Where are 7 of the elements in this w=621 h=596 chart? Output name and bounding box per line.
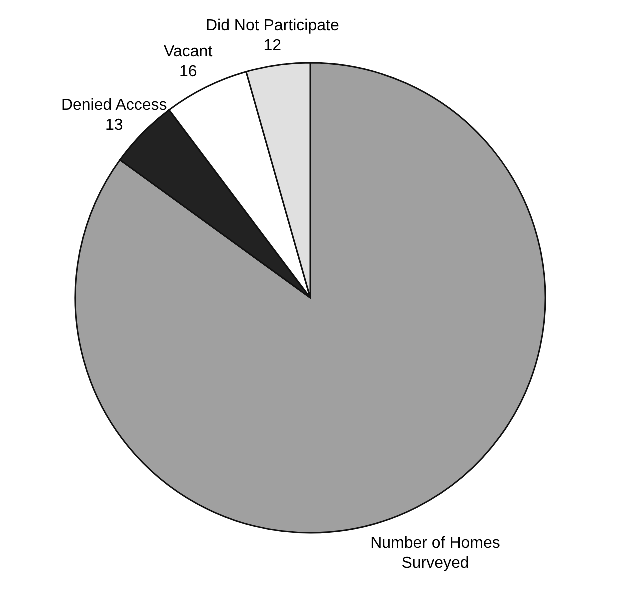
data-label: 12 [264,38,282,55]
data-label: 16 [179,64,198,81]
slice-label: Number of Homes Surveyed [370,534,500,572]
slice-label: Vacant [164,44,214,61]
data-label: 13 [105,117,124,134]
slice-label: Denied Access [61,97,168,114]
slice-label: Did Not Participate [206,18,340,35]
